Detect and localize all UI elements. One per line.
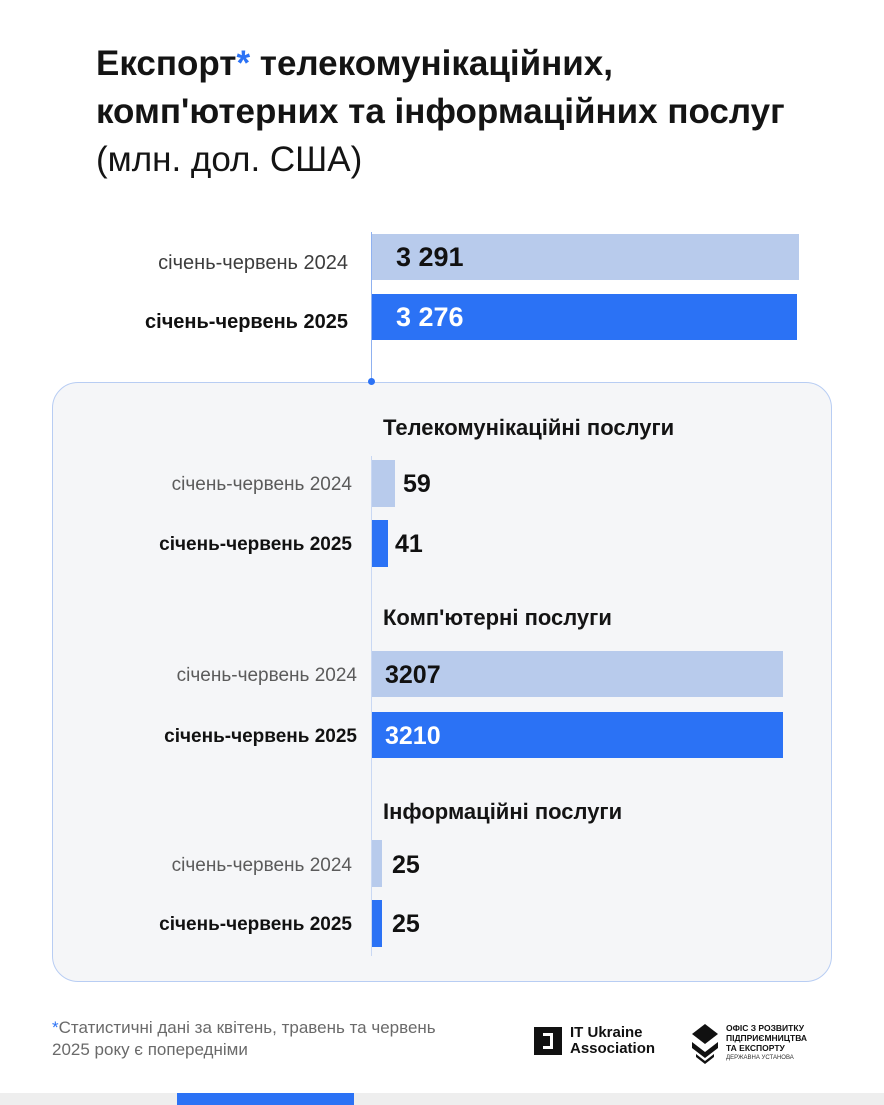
computer-section-title: Комп'ютерні послуги [383,605,612,630]
computer-bar-2025 [372,712,783,758]
bottom-strip [0,1093,884,1105]
computer-value-2025: 3210 [385,722,441,750]
footnote: *Статистичні дані за квітень, травень та… [52,1017,472,1061]
information-value-2025: 25 [392,910,420,938]
computer-bar-2024 [372,651,783,697]
total-bar-2024 [372,234,799,280]
footnote-text: Статистичні дані за квітень, травень та … [52,1018,436,1059]
information-label-2024: січень-червень 2024 [171,855,352,876]
information-label-2025: січень-червень 2025 [159,914,352,935]
telecom-bar-2025 [372,520,388,567]
telecom-label-2025: січень-червень 2025 [159,534,352,555]
information-section-title: Інформаційні послуги [383,799,623,824]
office-logo-line3: ТА ЕКСПОРТУ [726,1043,785,1053]
total-bar-2025 [372,294,798,340]
office-logo-line2: ПІДПРИЄМНИЦТВА [726,1033,808,1043]
it-ukraine-logo: IT Ukraine Association [534,1024,670,1058]
office-chevron-icon [692,1024,718,1064]
total-axis-line [371,232,372,382]
title-unit: (млн. дол. США) [96,140,363,179]
information-bar-2025 [372,900,382,947]
breakdown-axis-line [371,456,372,956]
title-part2: телекомунікаційних, комп'ютерних та інфо… [96,44,785,131]
telecom-section-title: Телекомунікаційні послуги [383,415,675,440]
axis-connector-dot [368,378,375,385]
telecom-label-2024: січень-червень 2024 [171,474,352,495]
title-part1: Експорт [96,44,237,83]
computer-label-2024: січень-червень 2024 [176,665,357,686]
computer-label-2025: січень-червень 2025 [164,726,357,747]
total-label-2024: січень-червень 2024 [158,252,348,274]
office-export-logo: ОФІС З РОЗВИТКУ ПІДПРИЄМНИЦТВА ТА ЕКСПОР… [690,1020,807,1066]
it-ukraine-mark-icon [534,1027,562,1055]
computer-value-2024: 3207 [385,661,441,689]
office-logo-text: ОФІС З РОЗВИТКУ ПІДПРИЄМНИЦТВА ТА ЕКСПОР… [726,1023,807,1063]
total-value-2024: 3 291 [396,242,464,272]
it-ukraine-logo-text: IT Ukraine Association [570,1024,656,1057]
office-logo-line1: ОФІС З РОЗВИТКУ [726,1023,805,1033]
chart-title: Експорт* телекомунікаційних, комп'ютерни… [96,40,836,184]
telecom-value-2025: 41 [395,530,423,558]
footnote-asterisk: * [52,1018,59,1037]
total-value-2025: 3 276 [396,302,464,332]
office-logo-sub: ДЕРЖАВНА УСТАНОВА [726,1055,794,1061]
title-asterisk: * [236,44,251,83]
bottom-accent-tab [177,1093,354,1105]
telecom-bar-2024 [372,460,395,507]
total-label-2025: січень-червень 2025 [145,311,348,333]
information-value-2024: 25 [392,851,420,879]
information-bar-2024 [372,840,382,887]
telecom-value-2024: 59 [403,470,431,498]
